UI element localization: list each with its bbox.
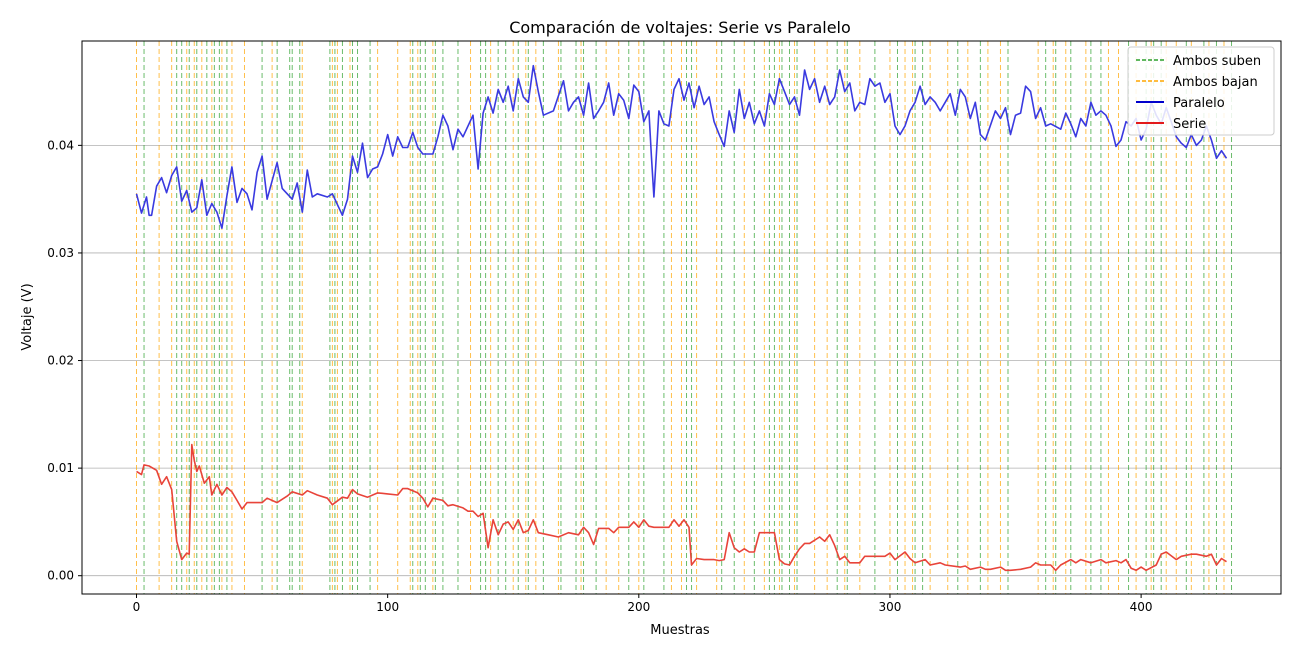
event-vlines [137,41,1232,594]
y-tick-label: 0.00 [47,569,74,583]
legend: Ambos suben Ambos bajan Paralelo Serie [1128,47,1274,135]
x-tick-label: 200 [627,600,650,614]
y-tick-label: 0.04 [47,138,74,152]
x-tick-label: 400 [1130,600,1153,614]
x-tick-label: 0 [133,600,141,614]
legend-label-serie: Serie [1173,117,1206,132]
chart-title: Comparación de voltajes: Serie vs Parale… [509,18,851,37]
y-tick-label: 0.02 [47,354,74,368]
legend-label-ambos-bajan: Ambos bajan [1173,75,1258,90]
y-tick-label: 0.01 [47,461,74,475]
x-tick-label: 300 [879,600,902,614]
x-tick-label: 100 [376,600,399,614]
legend-label-ambos-suben: Ambos suben [1173,54,1261,69]
legend-label-paralelo: Paralelo [1173,96,1225,111]
x-axis-label: Muestras [650,623,710,638]
axis-ticks: 0 100 200 300 400 0.00 0.01 0.02 0.03 0.04 [47,138,1152,614]
y-axis-label: Voltaje (V) [20,283,35,350]
y-tick-label: 0.03 [47,246,74,260]
